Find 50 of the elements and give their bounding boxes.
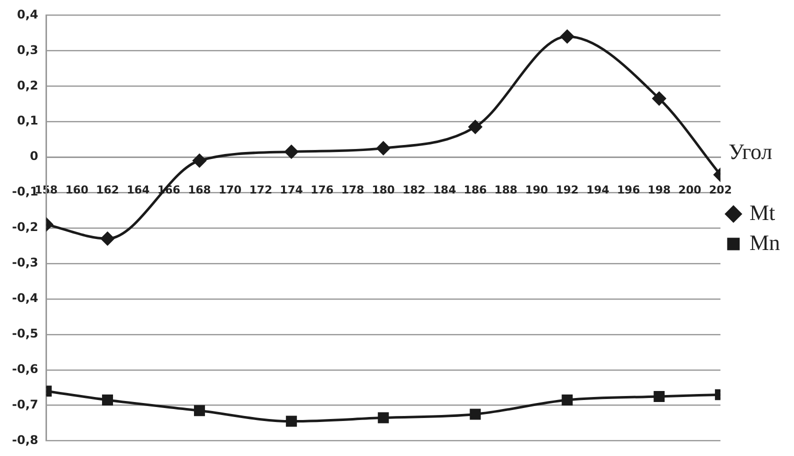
x-tick-label: 184 <box>433 184 456 197</box>
x-tick-label: 174 <box>280 184 304 197</box>
point <box>470 408 481 420</box>
point <box>194 405 205 416</box>
x-tick-label: 182 <box>402 184 426 197</box>
legend-label: Mn <box>749 230 780 255</box>
x-tick-label: 180 <box>372 184 396 197</box>
x-tick-label: 202 <box>708 184 732 197</box>
x-tick-label: 200 <box>678 184 702 197</box>
y-tick-label: 0,1 <box>16 114 38 128</box>
x-tick-label: 164 <box>126 184 150 197</box>
x-tick-label: 186 <box>464 184 488 197</box>
x-tick-label: 176 <box>310 184 334 197</box>
y-tick-label: 0,2 <box>16 78 38 92</box>
y-tick-label: -0,6 <box>12 362 38 376</box>
y-tick-label: -0,7 <box>12 397 38 412</box>
point <box>284 144 298 158</box>
x-tick-label: 172 <box>249 184 272 197</box>
point <box>652 92 666 106</box>
point <box>560 30 574 44</box>
x-tick-label: 192 <box>556 184 579 197</box>
point <box>100 232 114 246</box>
point <box>562 394 573 406</box>
x-tick-label: 198 <box>648 184 671 197</box>
x-tick-label: 162 <box>96 184 120 197</box>
y-tick-label: -0,2 <box>12 220 38 234</box>
point <box>468 120 482 134</box>
y-tick-label: 0,3 <box>16 42 38 57</box>
y-tick-label: -0,3 <box>12 256 38 270</box>
y-tick-label: -0,4 <box>12 291 38 306</box>
x-tick-label: 168 <box>188 184 211 197</box>
x-tick-label: 188 <box>494 184 518 197</box>
point <box>654 390 665 402</box>
x-tick-label: 190 <box>525 184 548 197</box>
x-axis-title: Угол <box>728 138 772 164</box>
legend-label: Mt <box>749 200 776 225</box>
y-tick-label: 0,4 <box>16 7 38 22</box>
point <box>192 154 206 168</box>
point <box>378 412 389 424</box>
x-tick-label: 170 <box>218 184 242 197</box>
y-tick-label: -0,8 <box>12 432 38 447</box>
point <box>376 141 390 155</box>
point <box>286 416 297 427</box>
x-tick-label: 196 <box>617 184 640 197</box>
x-tick-label: 194 <box>586 184 610 197</box>
y-tick-label: 0 <box>30 149 38 164</box>
x-tick-label: 178 <box>341 184 364 197</box>
x-tick-label: 160 <box>65 184 89 197</box>
point <box>102 394 114 406</box>
y-tick-label: -0,5 <box>12 326 38 341</box>
